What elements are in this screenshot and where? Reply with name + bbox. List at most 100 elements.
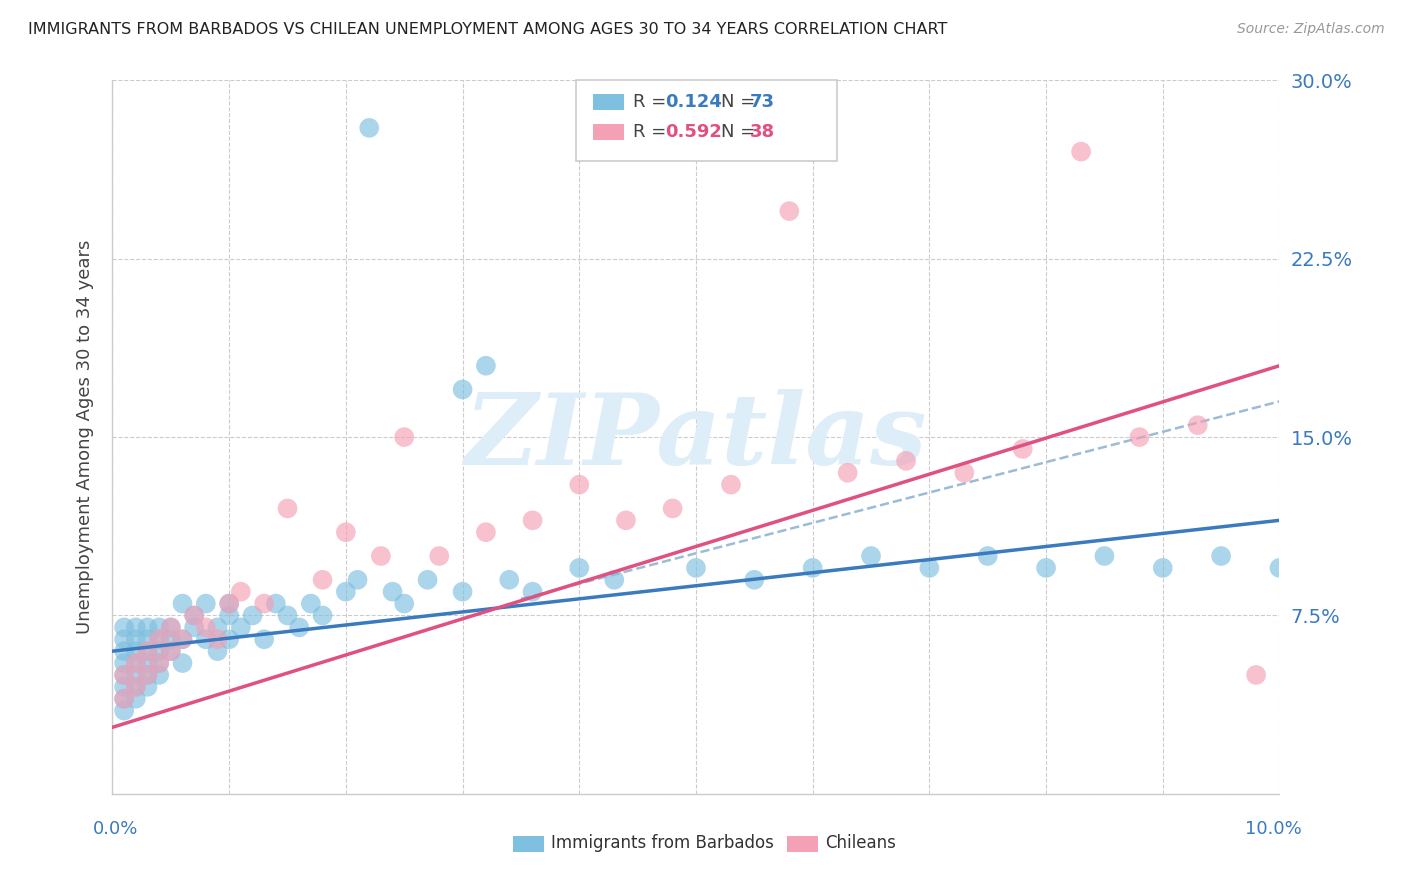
Point bbox=[394, 597, 416, 611]
Point bbox=[568, 477, 591, 491]
Point bbox=[661, 501, 683, 516]
Point bbox=[918, 561, 941, 575]
Point bbox=[603, 573, 626, 587]
Point bbox=[112, 704, 135, 718]
Point bbox=[311, 608, 333, 623]
Point bbox=[112, 668, 135, 682]
Text: Source: ZipAtlas.com: Source: ZipAtlas.com bbox=[1237, 22, 1385, 37]
Point bbox=[183, 608, 205, 623]
Point bbox=[112, 691, 135, 706]
Point bbox=[125, 668, 148, 682]
Point bbox=[218, 608, 240, 623]
Text: 10.0%: 10.0% bbox=[1246, 820, 1302, 838]
Point bbox=[125, 691, 148, 706]
Point bbox=[742, 573, 765, 587]
Point bbox=[136, 656, 159, 670]
Point bbox=[475, 525, 498, 540]
Point bbox=[148, 632, 170, 647]
Point bbox=[381, 584, 404, 599]
Point bbox=[148, 620, 170, 634]
Point bbox=[264, 597, 287, 611]
Point bbox=[172, 656, 194, 670]
Point bbox=[218, 597, 240, 611]
Text: ZIPatlas: ZIPatlas bbox=[465, 389, 927, 485]
Point bbox=[112, 644, 135, 658]
Point bbox=[685, 561, 707, 575]
Point bbox=[112, 691, 135, 706]
Point bbox=[299, 597, 322, 611]
Point bbox=[475, 359, 498, 373]
Point bbox=[136, 668, 159, 682]
Point bbox=[1035, 561, 1057, 575]
Point bbox=[1011, 442, 1033, 456]
Text: R =: R = bbox=[633, 123, 672, 141]
Point bbox=[183, 620, 205, 634]
Point bbox=[335, 584, 357, 599]
Point bbox=[1152, 561, 1174, 575]
Point bbox=[953, 466, 976, 480]
Point bbox=[148, 656, 170, 670]
Point bbox=[311, 573, 333, 587]
Point bbox=[1070, 145, 1092, 159]
Point bbox=[194, 632, 217, 647]
Point bbox=[253, 632, 276, 647]
Point bbox=[1094, 549, 1116, 563]
Point bbox=[112, 620, 135, 634]
Text: 73: 73 bbox=[749, 93, 775, 111]
Point bbox=[427, 549, 450, 563]
Point bbox=[335, 525, 357, 540]
Point bbox=[207, 620, 229, 634]
Point bbox=[359, 120, 381, 135]
Text: 0.0%: 0.0% bbox=[93, 820, 138, 838]
Point bbox=[976, 549, 998, 563]
Point bbox=[125, 644, 148, 658]
Point bbox=[136, 668, 159, 682]
Point bbox=[1209, 549, 1232, 563]
Point bbox=[148, 668, 170, 682]
Point bbox=[346, 573, 368, 587]
Point bbox=[136, 644, 159, 658]
Text: Chileans: Chileans bbox=[825, 834, 896, 852]
Point bbox=[801, 561, 824, 575]
Point bbox=[860, 549, 883, 563]
Text: Immigrants from Barbados: Immigrants from Barbados bbox=[551, 834, 775, 852]
Text: IMMIGRANTS FROM BARBADOS VS CHILEAN UNEMPLOYMENT AMONG AGES 30 TO 34 YEARS CORRE: IMMIGRANTS FROM BARBADOS VS CHILEAN UNEM… bbox=[28, 22, 948, 37]
Point bbox=[112, 668, 135, 682]
Point bbox=[522, 584, 544, 599]
Point bbox=[894, 454, 917, 468]
Text: N =: N = bbox=[721, 123, 761, 141]
Point bbox=[1128, 430, 1150, 444]
Point bbox=[112, 632, 135, 647]
Point bbox=[276, 608, 298, 623]
Point bbox=[416, 573, 439, 587]
Point bbox=[136, 632, 159, 647]
Point bbox=[172, 632, 194, 647]
Point bbox=[394, 430, 416, 444]
Point bbox=[148, 644, 170, 658]
Point bbox=[1187, 418, 1209, 433]
Point bbox=[112, 656, 135, 670]
Point bbox=[451, 584, 474, 599]
Point bbox=[183, 608, 205, 623]
Text: 0.592: 0.592 bbox=[665, 123, 721, 141]
Point bbox=[136, 644, 159, 658]
Point bbox=[148, 656, 170, 670]
Point bbox=[276, 501, 298, 516]
Text: R =: R = bbox=[633, 93, 672, 111]
Point bbox=[160, 620, 183, 634]
Point bbox=[207, 644, 229, 658]
Point bbox=[370, 549, 392, 563]
Point bbox=[160, 644, 183, 658]
Point bbox=[229, 620, 252, 634]
Point bbox=[498, 573, 520, 587]
Point bbox=[194, 620, 217, 634]
Point bbox=[136, 620, 159, 634]
Point bbox=[160, 632, 183, 647]
Point bbox=[253, 597, 276, 611]
Point bbox=[1244, 668, 1267, 682]
Point bbox=[112, 680, 135, 694]
Point bbox=[229, 584, 252, 599]
Point bbox=[288, 620, 311, 634]
Point bbox=[148, 632, 170, 647]
Point bbox=[136, 680, 159, 694]
